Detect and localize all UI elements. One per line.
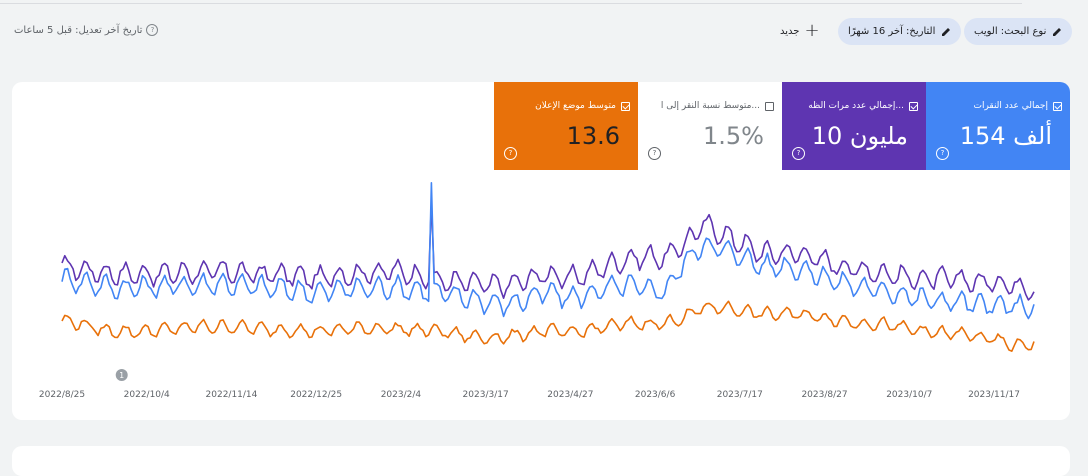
series-line-2 xyxy=(61,300,1035,353)
pencil-icon xyxy=(941,27,951,37)
performance-chart: 2022/8/25 2022/10/4 2022/11/14 2022/12/25 20… xyxy=(39,182,1035,400)
x-tick-label: 2023/8/27 xyxy=(801,390,847,400)
help-icon[interactable]: ? xyxy=(146,24,159,36)
help-icon[interactable]: ? xyxy=(648,147,661,160)
x-tick-label: 2023/7/17 xyxy=(717,390,763,400)
metric-total-clicks[interactable]: إجمالي عدد النقرات 154 ألف ? xyxy=(926,82,1070,170)
pencil-icon xyxy=(1052,27,1062,37)
x-tick-label: 2022/11/14 xyxy=(206,390,258,400)
search-type-label: نوع البحث: الويب xyxy=(974,26,1047,37)
x-tick-label: 2023/11/17 xyxy=(968,390,1020,400)
metric-label: إجمالي عدد مرات الظه... xyxy=(808,101,904,111)
checkbox-icon[interactable] xyxy=(621,101,630,111)
help-icon[interactable]: ? xyxy=(792,147,805,160)
series-line-1 xyxy=(61,182,1035,320)
top-divider xyxy=(0,3,1022,4)
secondary-card xyxy=(12,446,1070,476)
metric-label: إجمالي عدد النقرات xyxy=(973,101,1048,111)
metric-label: متوسط نسبة النقر إلى ا... xyxy=(660,101,760,111)
checkbox-icon[interactable] xyxy=(1053,101,1062,111)
checkbox-icon[interactable] xyxy=(765,101,774,111)
metric-value: 1.5% xyxy=(703,122,764,150)
help-icon[interactable]: ? xyxy=(504,147,517,160)
x-tick-label: 2022/8/25 xyxy=(39,390,85,400)
metric-label: متوسط موضع الإعلان xyxy=(535,101,616,111)
metric-value: 13.6 xyxy=(566,122,620,150)
date-filter-chip[interactable]: التاريخ: آخر 16 شهرًا xyxy=(838,18,962,45)
series-line-0 xyxy=(61,201,1035,301)
performance-card: إجمالي عدد النقرات 154 ألف ? إجمالي عدد … xyxy=(12,82,1070,420)
new-filter-button[interactable]: جديد + xyxy=(780,22,820,40)
metric-value: 154 ألف xyxy=(959,122,1052,150)
x-tick-label: 2022/10/4 xyxy=(124,390,170,400)
svg-text:1: 1 xyxy=(119,371,124,380)
x-tick-label: 2022/12/25 xyxy=(290,390,342,400)
annotation-marker[interactable]: 1 xyxy=(115,369,128,381)
metric-total-impressions[interactable]: إجمالي عدد مرات الظه... 10 مليون ? xyxy=(782,82,926,170)
help-icon[interactable]: ? xyxy=(936,147,949,160)
date-range-label: التاريخ: آخر 16 شهرًا xyxy=(848,26,936,37)
last-modified-text: تاريخ آخر تعديل: قبل 5 ساعات xyxy=(14,24,143,36)
x-tick-label: 2023/4/27 xyxy=(547,390,593,400)
metric-average-ctr[interactable]: متوسط نسبة النقر إلى ا... 1.5% ? xyxy=(638,82,782,170)
x-tick-label: 2023/6/6 xyxy=(635,390,676,400)
x-tick-label: 2023/3/17 xyxy=(463,390,509,400)
checkbox-icon[interactable] xyxy=(909,101,918,111)
new-filter-label: جديد xyxy=(780,25,800,37)
x-tick-label: 2023/2/4 xyxy=(381,390,422,400)
metric-average-position[interactable]: متوسط موضع الإعلان 13.6 ? xyxy=(494,82,638,170)
plus-icon: + xyxy=(804,20,820,41)
metric-value: 10 مليون xyxy=(811,122,908,150)
x-tick-label: 2023/10/7 xyxy=(886,390,932,400)
last-modified-info: تاريخ آخر تعديل: قبل 5 ساعات ? xyxy=(14,24,159,36)
search-type-filter-chip[interactable]: نوع البحث: الويب xyxy=(964,18,1073,45)
